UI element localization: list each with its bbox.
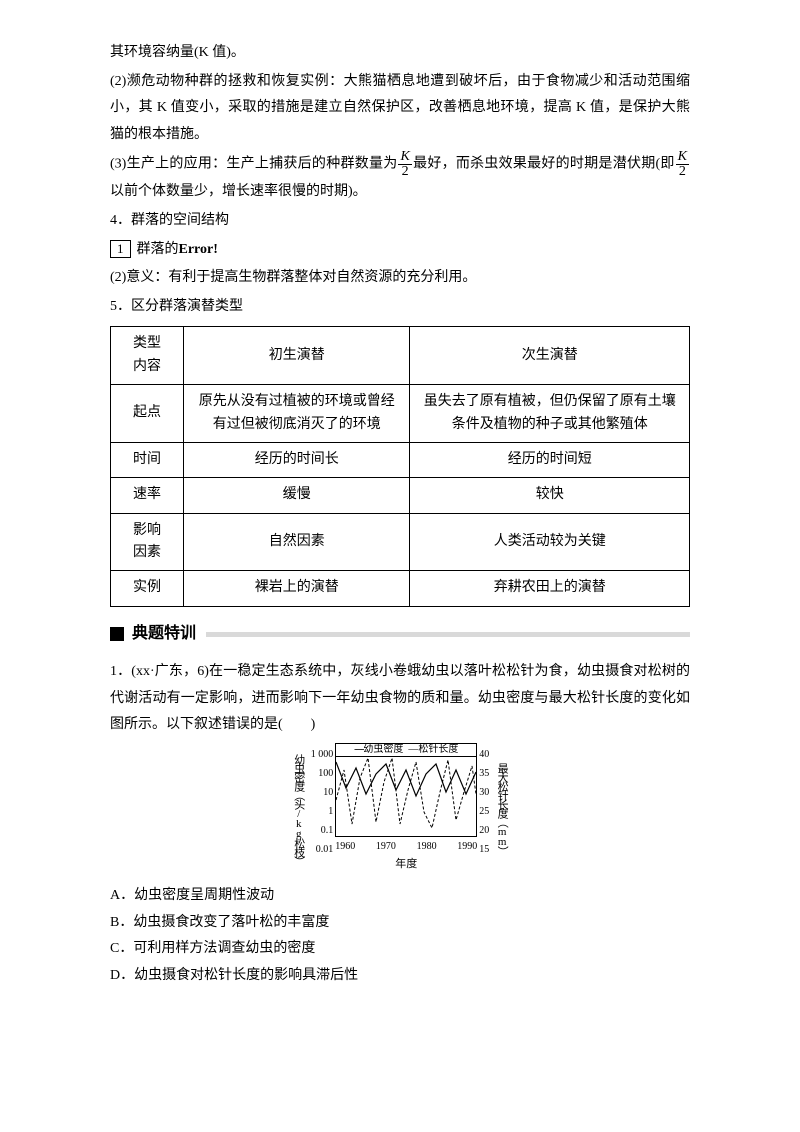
option-a: A．幼虫密度呈周期性波动 — [110, 883, 690, 910]
text: 群落的 — [137, 242, 179, 257]
table-cell: 初生演替 — [184, 327, 410, 385]
text: (2)濒危动物种群的拯救和恢复实例：大熊猫栖息地遭到破坏后，由于食物减少和活动范… — [110, 74, 690, 142]
table-cell: 时间 — [111, 442, 184, 477]
table-row: 起点 原先从没有过植被的环境或曾经有过但被彻底消灭了的环境 虽失去了原有植被，但… — [111, 385, 690, 443]
chart-svg — [336, 744, 476, 836]
plot-area: ----幼虫密度 —松针长度 — [335, 743, 477, 837]
square-icon — [110, 627, 124, 641]
tick: 40 — [479, 745, 489, 764]
table-cell: 经历的时间短 — [410, 442, 690, 477]
table-cell: 实例 — [111, 571, 184, 606]
tick: 30 — [479, 783, 489, 802]
para-meaning: (2)意义：有利于提高生物群落整体对自然资源的充分利用。 — [110, 265, 690, 292]
table-cell: 缓慢 — [184, 478, 410, 513]
error-text: Error! — [179, 242, 218, 257]
section-header: 典题特训 — [110, 619, 690, 649]
legend-label-2: 松针长度 — [418, 744, 458, 755]
table-cell: 自然因素 — [184, 513, 410, 571]
option-b: B．幼虫摄食改变了落叶松的丰富度 — [110, 910, 690, 937]
table-row: 速率 缓慢 较快 — [111, 478, 690, 513]
tick: 0.01 — [311, 840, 334, 859]
text: 4．群落的空间结构 — [110, 213, 229, 228]
y-axis-label-right: 最大松针长度（mm） — [491, 743, 512, 875]
table-cell: 较快 — [410, 478, 690, 513]
option-c: C．可利用样方法调查幼虫的密度 — [110, 936, 690, 963]
legend-label-1: 幼虫密度 — [363, 744, 403, 755]
denominator: 2 — [676, 165, 689, 179]
table-row: 时间 经历的时间长 经历的时间短 — [111, 442, 690, 477]
legend-dash: ---- — [354, 744, 363, 755]
heading-succession: 5．区分群落演替类型 — [110, 294, 690, 321]
tick: 0.1 — [311, 821, 334, 840]
table-cell: 虽失去了原有植被，但仍保留了原有土壤条件及植物的种子或其他繁殖体 — [410, 385, 690, 443]
section-title: 典题特训 — [132, 619, 196, 649]
tick: 1 — [311, 802, 334, 821]
text: (2)意义：有利于提高生物群落整体对自然资源的充分利用。 — [110, 270, 476, 285]
fraction-k-over-2: K2 — [398, 150, 411, 179]
y-ticks-right: 40 35 30 25 20 15 — [477, 743, 491, 875]
tick: 25 — [479, 802, 489, 821]
table-cell: 起点 — [111, 385, 184, 443]
tick: 15 — [479, 840, 489, 859]
table-cell: 速率 — [111, 478, 184, 513]
table-cell: 裸岩上的演替 — [184, 571, 410, 606]
text: (3)生产上的应用：生产上捕获后的种群数量为 — [110, 157, 397, 172]
succession-table: 类型 内容 初生演替 次生演替 起点 原先从没有过植被的环境或曾经有过但被彻底消… — [110, 326, 690, 607]
para-panda: (2)濒危动物种群的拯救和恢复实例：大熊猫栖息地遭到破坏后，由于食物减少和活动范… — [110, 69, 690, 149]
table-cell: 原先从没有过植被的环境或曾经有过但被彻底消灭了的环境 — [184, 385, 410, 443]
denominator: 2 — [398, 165, 411, 179]
text: 最好，而杀虫效果最好的时期是潜伏期(即 — [413, 157, 675, 172]
chart: 幼虫密度（头/kg松枝） 1 000 100 10 1 0.1 0.01 ---… — [288, 743, 512, 875]
fraction-k-over-2-b: K2 — [676, 150, 689, 179]
table-cell: 人类活动较为关键 — [410, 513, 690, 571]
x-axis-label: 年度 — [335, 854, 477, 875]
table-cell: 类型 内容 — [111, 327, 184, 385]
sub-community: 1 群落的Error! — [110, 237, 690, 264]
question-stem: 1．(xx·广东，6)在一稳定生态系统中，灰线小卷蛾幼虫以落叶松松针为食，幼虫摄… — [110, 659, 690, 739]
text: 1．(xx·广东，6)在一稳定生态系统中，灰线小卷蛾幼虫以落叶松松针为食，幼虫摄… — [110, 664, 690, 732]
y-ticks-left: 1 000 100 10 1 0.1 0.01 — [309, 743, 336, 875]
text: C．可利用样方法调查幼虫的密度 — [110, 941, 315, 956]
text: 以前个体数量少，增长速率很慢的时期)。 — [110, 184, 367, 199]
legend: ----幼虫密度 —松针长度 — [336, 743, 476, 757]
tick: 20 — [479, 821, 489, 840]
tick: 100 — [311, 764, 334, 783]
text: D．幼虫摄食对松针长度的影响具滞后性 — [110, 968, 358, 983]
para-k-value: 其环境容纳量(K 值)。 — [110, 40, 690, 67]
tick: 1 000 — [311, 745, 334, 764]
table-cell: 经历的时间长 — [184, 442, 410, 477]
box-number: 1 — [110, 240, 131, 259]
tick: 10 — [311, 783, 334, 802]
text: 其环境容纳量(K 值)。 — [110, 45, 245, 60]
divider-bar — [206, 632, 690, 637]
table-row: 实例 裸岩上的演替 弃耕农田上的演替 — [111, 571, 690, 606]
table-cell: 弃耕农田上的演替 — [410, 571, 690, 606]
numerator: K — [676, 150, 689, 165]
para-production: (3)生产上的应用：生产上捕获后的种群数量为K2最好，而杀虫效果最好的时期是潜伏… — [110, 150, 690, 206]
chart-container: 幼虫密度（头/kg松枝） 1 000 100 10 1 0.1 0.01 ---… — [110, 743, 690, 875]
table-cell: 次生演替 — [410, 327, 690, 385]
text: 5．区分群落演替类型 — [110, 299, 243, 314]
numerator: K — [398, 150, 411, 165]
tick: 35 — [479, 764, 489, 783]
table-row: 影响 因素 自然因素 人类活动较为关键 — [111, 513, 690, 571]
options-block: A．幼虫密度呈周期性波动 B．幼虫摄食改变了落叶松的丰富度 C．可利用样方法调查… — [110, 883, 690, 989]
table-cell: 影响 因素 — [111, 513, 184, 571]
y-axis-label-left: 幼虫密度（头/kg松枝） — [288, 743, 309, 875]
heading-structure: 4．群落的空间结构 — [110, 208, 690, 235]
option-d: D．幼虫摄食对松针长度的影响具滞后性 — [110, 963, 690, 990]
table-row: 类型 内容 初生演替 次生演替 — [111, 327, 690, 385]
text: B．幼虫摄食改变了落叶松的丰富度 — [110, 915, 329, 930]
text: A．幼虫密度呈周期性波动 — [110, 888, 274, 903]
